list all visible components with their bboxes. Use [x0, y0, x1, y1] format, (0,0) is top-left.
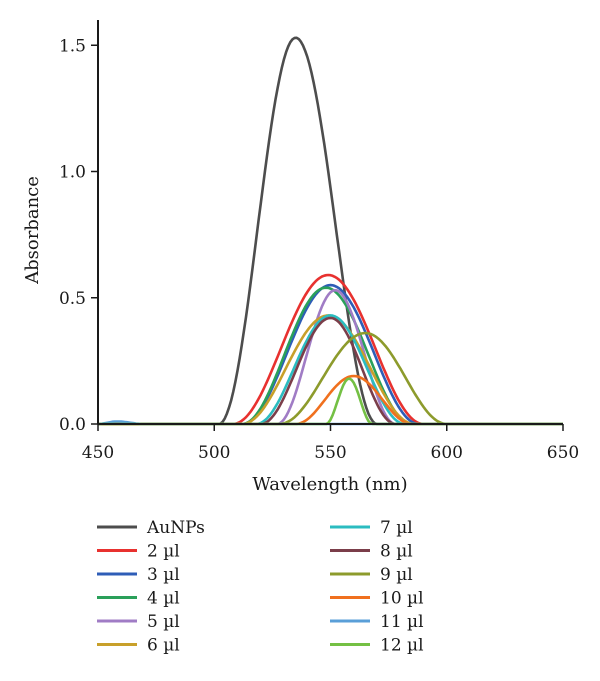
series-line [98, 331, 563, 426]
series-line [98, 314, 563, 426]
y-tick-label: 1.5 [59, 36, 86, 56]
ticks-layer: 450 500 550 600 650 0.0 0.5 1.0 1.5 [59, 36, 579, 463]
series-line [98, 273, 563, 426]
legend-label: 12 µl [380, 636, 424, 656]
x-tick-label: 500 [198, 443, 230, 463]
y-tick-label: 0.0 [59, 415, 86, 435]
legend: AuNPs 2 µl 3 µl 4 µl 5 µl 6 µl 7 µl 8 µl 9 µl 10 … [97, 518, 424, 656]
x-tick-label: 600 [431, 443, 463, 463]
legend-label: 4 µl [147, 589, 180, 609]
series-line [98, 377, 563, 426]
series-line [98, 316, 563, 426]
legend-label: AuNPs [146, 518, 205, 538]
legend-label: 6 µl [147, 636, 180, 656]
y-axis-title: Absorbance [22, 176, 43, 285]
series-line [98, 286, 563, 426]
series-line [98, 288, 563, 426]
legend-label: 2 µl [147, 542, 180, 562]
x-tick-label: 450 [82, 443, 114, 463]
legend-label: 5 µl [147, 612, 180, 632]
series-line [98, 314, 563, 426]
y-tick-label: 1.0 [59, 163, 86, 183]
legend-label: 8 µl [380, 542, 413, 562]
x-tick-label: 650 [547, 443, 579, 463]
x-axis-title: Wavelength (nm) [252, 474, 407, 495]
y-tick-label: 0.5 [59, 289, 86, 309]
legend-label: 9 µl [380, 565, 413, 585]
x-tick-label: 550 [314, 443, 346, 463]
series-layer [97, 36, 563, 426]
legend-label: 10 µl [380, 589, 424, 609]
legend-label: 11 µl [380, 612, 424, 632]
legend-label: 7 µl [380, 518, 413, 538]
series-line [98, 283, 563, 426]
legend-label: 3 µl [147, 565, 180, 585]
